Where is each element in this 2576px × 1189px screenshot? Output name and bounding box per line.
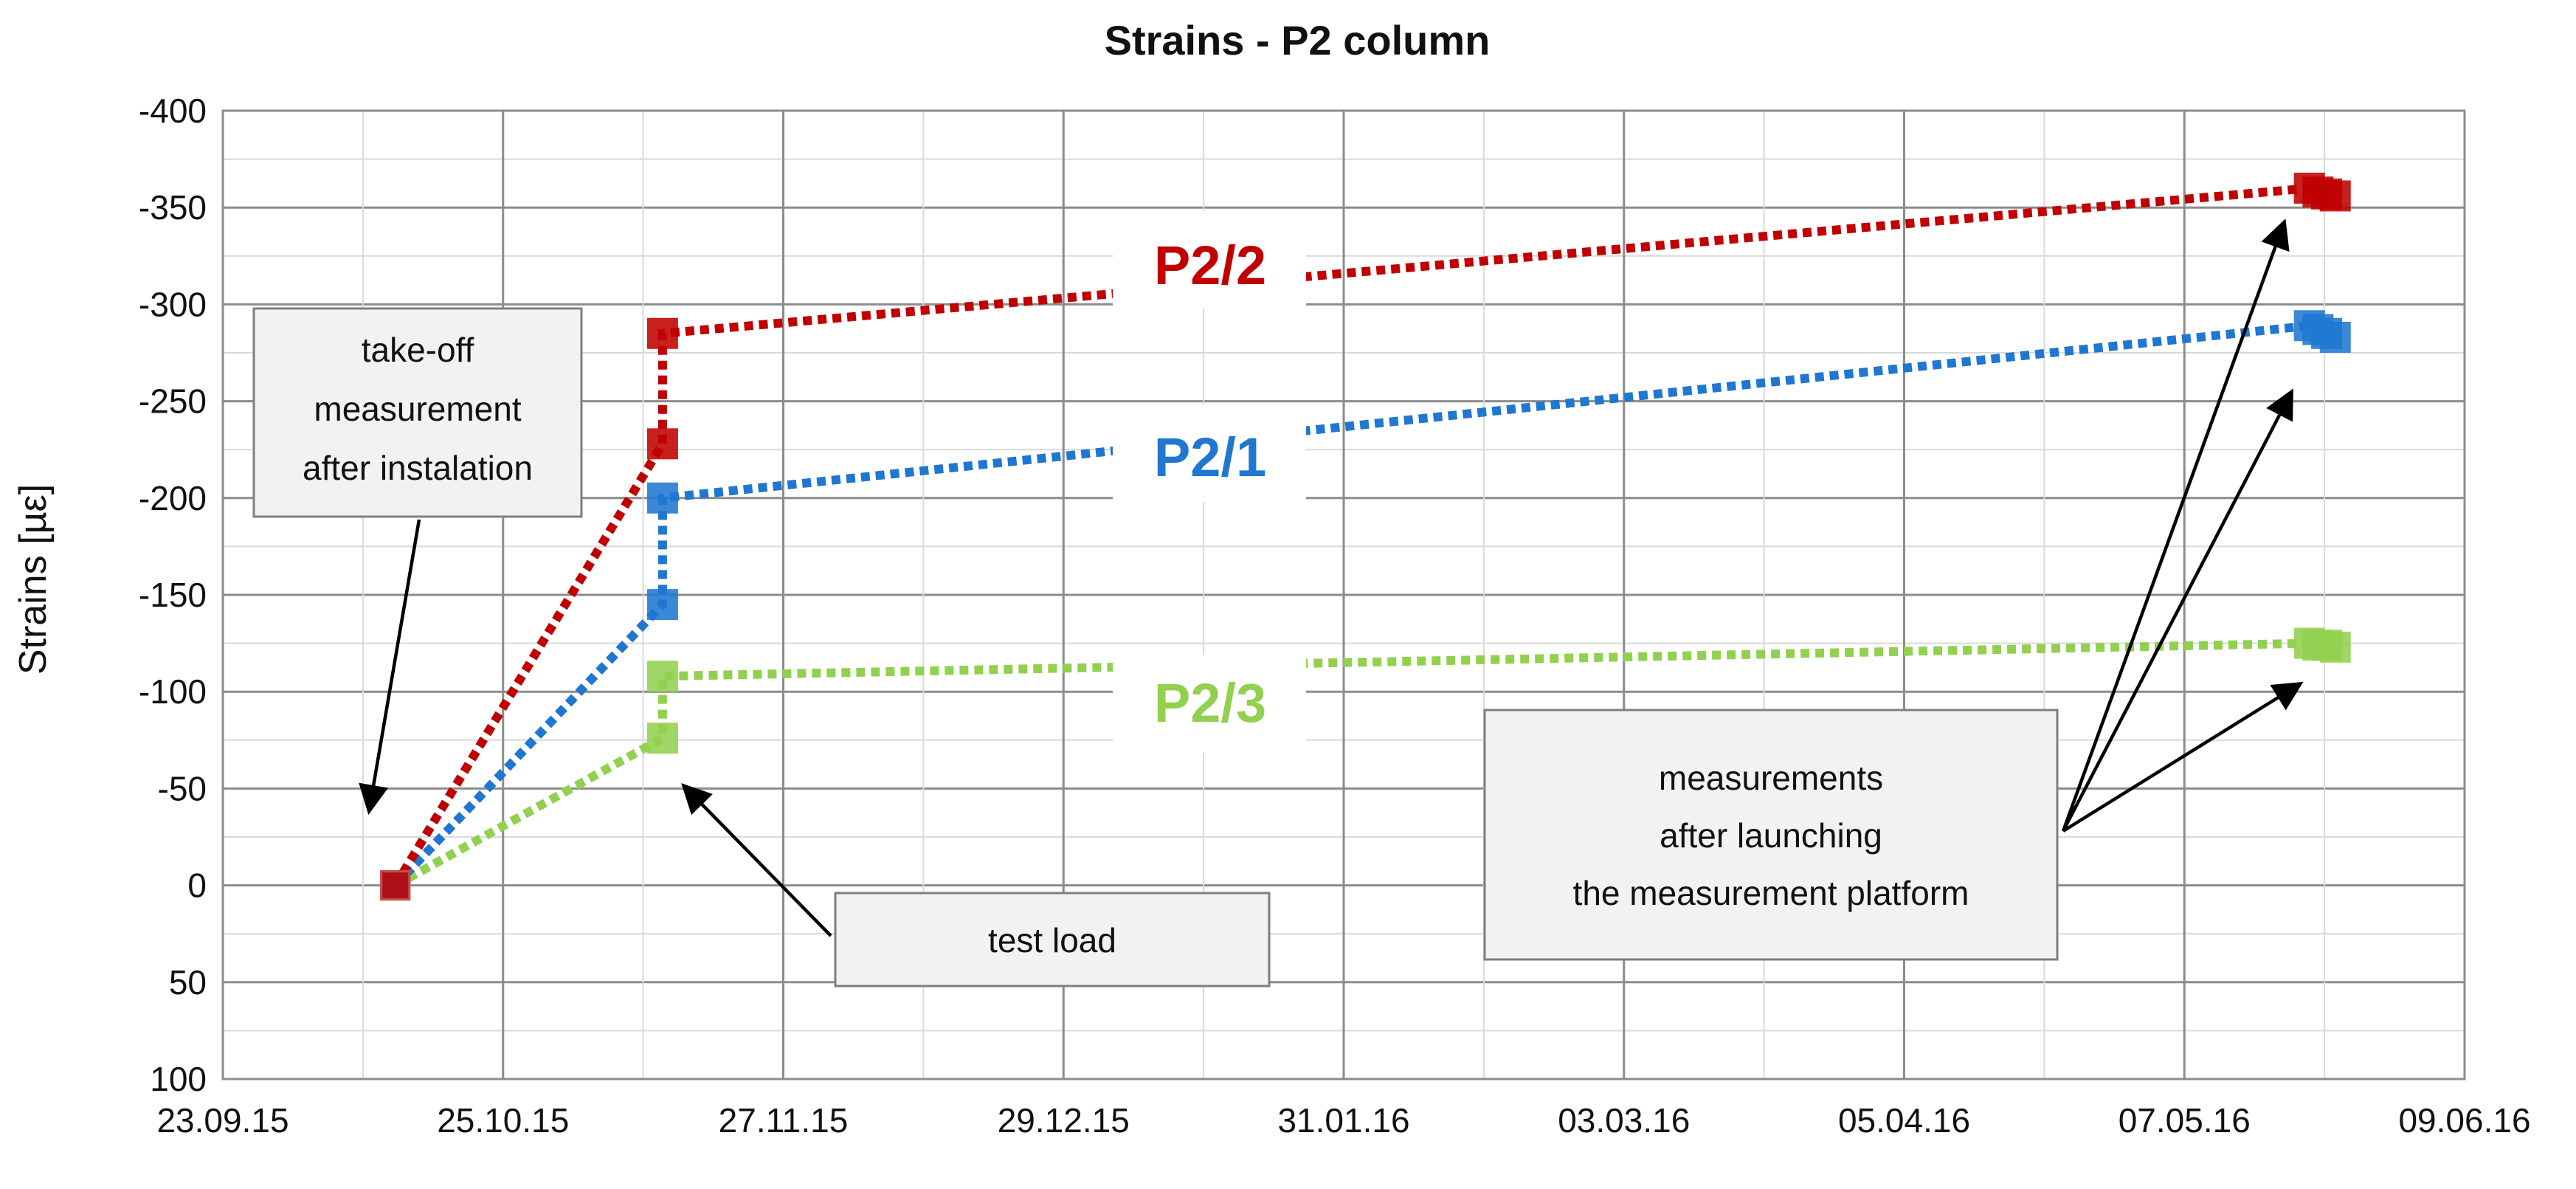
- y-tick-label: 50: [169, 963, 207, 1002]
- series-label-p2-1: P2/1: [1154, 427, 1266, 488]
- data-point: [646, 589, 678, 621]
- data-point: [646, 661, 678, 692]
- y-tick-label: 100: [150, 1060, 207, 1098]
- arrow-launch-1: [2061, 218, 2290, 832]
- arrow-takeoff: [359, 519, 421, 815]
- y-tick-label: -100: [139, 672, 207, 711]
- x-tick-label: 25.10.15: [437, 1101, 569, 1140]
- x-tick-label: 05.04.16: [1838, 1101, 1970, 1140]
- arrow-launch-2: [2062, 388, 2293, 833]
- annotation-testload: test load: [834, 892, 1271, 988]
- annotation-takeoff-line-1: take-off: [362, 331, 474, 369]
- arrow-launch-3: [2062, 681, 2304, 833]
- y-tick-label: -400: [139, 92, 207, 130]
- x-tick-label: 07.05.16: [2119, 1101, 2251, 1140]
- y-tick-label: -150: [139, 576, 207, 614]
- data-point: [646, 723, 678, 754]
- x-tick-label: 27.11.15: [719, 1101, 849, 1140]
- data-point: [646, 482, 678, 514]
- annotation-launch-line-3: the measurement platform: [1573, 874, 1969, 912]
- annotation-takeoff-line-2: measurement: [314, 390, 521, 428]
- y-tick-label: 0: [187, 866, 207, 905]
- x-tick-label: 03.03.16: [1558, 1101, 1690, 1140]
- y-tick-label: -300: [139, 285, 207, 323]
- data-point: [646, 317, 678, 349]
- y-tick-label: -50: [158, 769, 207, 807]
- data-point: [380, 870, 411, 901]
- chart-title: Strains - P2 column: [1105, 17, 1491, 63]
- axes: [221, 109, 2466, 1081]
- data-point: [646, 428, 678, 460]
- x-tick-label: 23.09.15: [156, 1101, 289, 1140]
- y-tick-labels: -400 -350 -300 -250 -200 -150 -100 -50 0 50 100: [139, 92, 207, 1098]
- y-tick-label: -250: [139, 382, 207, 421]
- annotation-launch-line-1: measurements: [1659, 759, 1883, 797]
- y-axis-label: Strains [µε]: [12, 484, 55, 675]
- arrow-testload: [681, 783, 832, 937]
- x-tick-labels: 23.09.15 25.10.15 27.11.15 29.12.15 31.01.16…: [156, 1101, 2530, 1140]
- annotation-takeoff: take-off measurement after instalation: [252, 307, 583, 518]
- series-labels: P2/2 P2/1 P2/3: [1113, 211, 1306, 753]
- annotation-launch-line-2: after launching: [1660, 816, 1882, 855]
- x-tick-label: 31.01.16: [1277, 1101, 1409, 1140]
- series-label-p2-2: P2/2: [1154, 235, 1266, 296]
- grid-lines: [221, 109, 2466, 1081]
- annotation-arrows: [359, 218, 2304, 937]
- annotation-testload-line-1: test load: [988, 921, 1116, 959]
- y-tick-label: -350: [139, 188, 207, 227]
- x-tick-label: 09.06.16: [2398, 1101, 2530, 1140]
- x-tick-label: 29.12.15: [998, 1101, 1130, 1140]
- series-points: [380, 172, 2351, 901]
- data-point: [2319, 180, 2351, 212]
- data-point: [2319, 322, 2351, 354]
- y-tick-label: -200: [139, 479, 207, 517]
- series-label-p2-3: P2/3: [1154, 672, 1266, 734]
- data-point: [2319, 631, 2351, 663]
- annotation-takeoff-line-3: after instalation: [303, 449, 533, 487]
- annotation-launch: measurements after launching the measure…: [1483, 709, 2059, 961]
